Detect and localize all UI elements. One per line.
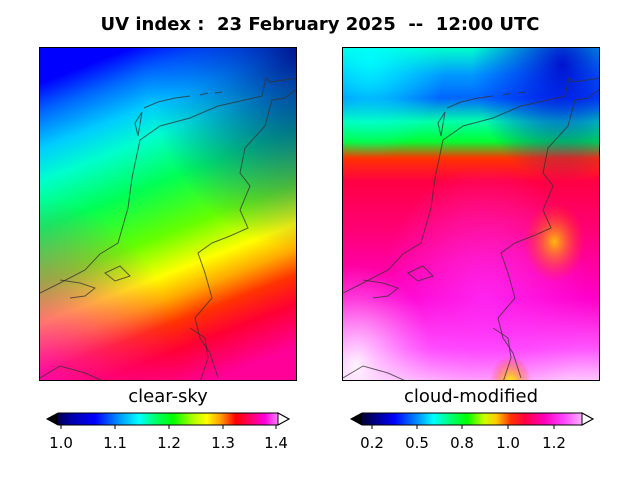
clear-sky-field-overlay-south xyxy=(40,48,296,380)
cloud-modified-tick-label: 0.8 xyxy=(450,434,474,452)
cloud-modified-tick-label: 1.0 xyxy=(496,434,520,452)
clear-sky-colorbar xyxy=(46,412,290,429)
clear-sky-tick-label: 1.2 xyxy=(157,434,181,452)
cloud-modified-colorbar xyxy=(350,412,594,429)
clear-sky-map-panel xyxy=(39,47,297,381)
clear-sky-label: clear-sky xyxy=(128,386,208,407)
clear-sky-tick-label: 1.0 xyxy=(49,434,73,452)
clear-sky-tick-label: 1.4 xyxy=(264,434,288,452)
clear-sky-tick-label: 1.3 xyxy=(211,434,235,452)
map-title: UV index : 23 February 2025 -- 12:00 UTC xyxy=(100,14,540,35)
clear-sky-tick-label: 1.1 xyxy=(103,434,127,452)
cloud-modified-field-overlay-south xyxy=(343,48,599,380)
cloud-modified-colorbar-extend-high xyxy=(581,412,594,426)
cloud-modified-map xyxy=(343,48,599,380)
clear-sky-colorbar-extend-low xyxy=(47,413,58,425)
clear-sky-map xyxy=(40,48,296,380)
cloud-modified-tick-label: 0.2 xyxy=(360,434,384,452)
cloud-modified-colorbar-extend-low xyxy=(351,413,362,425)
cloud-modified-map-panel xyxy=(342,47,600,381)
clear-sky-colorbar-bar xyxy=(46,412,290,426)
cloud-modified-label: cloud-modified xyxy=(403,386,539,407)
cloud-modified-tick-label: 1.2 xyxy=(542,434,566,452)
clear-sky-colorbar-extend-high xyxy=(277,412,290,426)
clear-sky-coastline xyxy=(40,77,296,380)
cloud-modified-tick-label: 0.5 xyxy=(405,434,429,452)
cloud-modified-coastline xyxy=(343,77,599,380)
cloud-modified-colorbar-bar xyxy=(350,412,594,426)
